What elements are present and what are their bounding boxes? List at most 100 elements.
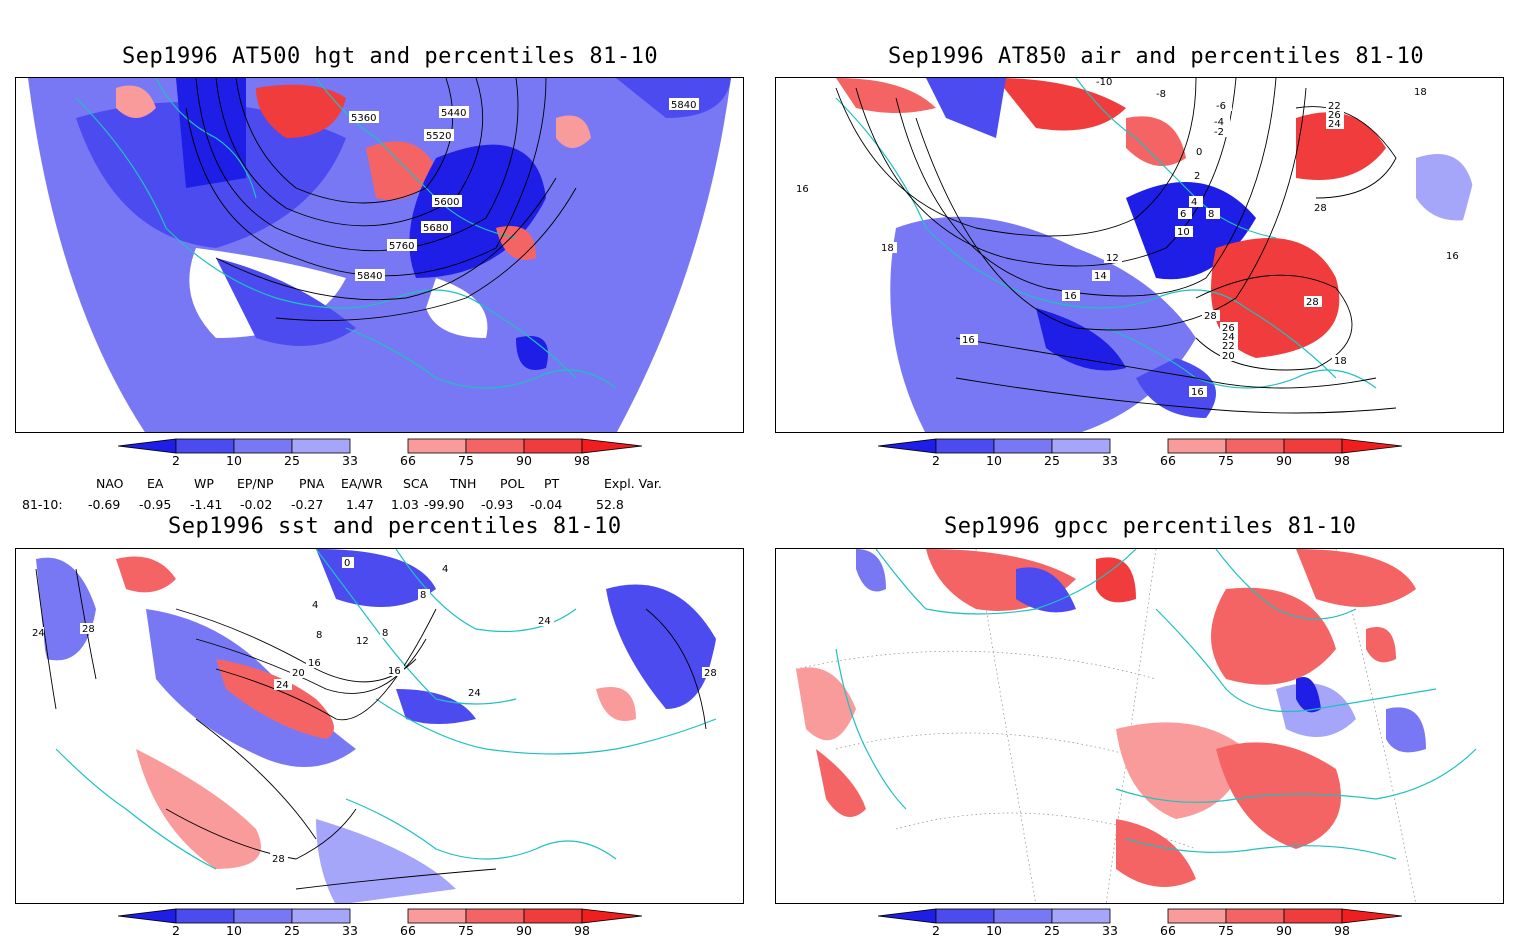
tele-value: 1.47 (346, 497, 374, 512)
svg-text:14: 14 (1094, 271, 1107, 282)
percentile-shading (26, 78, 731, 432)
tele-header: TNH (450, 476, 477, 491)
svg-text:24: 24 (1222, 332, 1235, 343)
colorbar-label: 25 (284, 453, 300, 468)
svg-text:8: 8 (420, 590, 426, 601)
tele-value: -0.69 (88, 497, 121, 512)
svg-text:24: 24 (468, 688, 481, 699)
svg-text:16: 16 (1064, 291, 1077, 302)
colorbar-label: 66 (400, 453, 416, 468)
svg-text:26: 26 (1328, 110, 1341, 121)
svg-text:22: 22 (1222, 341, 1235, 352)
svg-text:24: 24 (276, 680, 289, 691)
contours (835, 78, 1397, 414)
svg-text:24: 24 (538, 616, 551, 627)
map-panel-gpcc (775, 548, 1504, 904)
colorbar-label: 25 (284, 923, 300, 938)
graticule (795, 549, 1416, 903)
svg-text:8: 8 (1208, 209, 1214, 220)
tele-header: EA/WR (341, 476, 383, 491)
colorbar-label: 98 (1334, 923, 1350, 938)
outside-map-mask (16, 78, 743, 432)
colorbar-label: 33 (1102, 923, 1118, 938)
colorbar-label: 75 (1218, 453, 1234, 468)
colorbar-label: 2 (932, 453, 940, 468)
svg-text:10: 10 (1177, 227, 1190, 238)
svg-text:22: 22 (1328, 101, 1341, 112)
tele-value: -1.41 (190, 497, 223, 512)
svg-text:5440: 5440 (441, 108, 466, 119)
colorbar-swatches (878, 438, 1403, 454)
contour-labels: 5360 5440 5520 5600 5680 5760 5840 5840 (349, 98, 699, 282)
tele-value: 52.8 (596, 497, 624, 512)
colorbar-label: 66 (1160, 453, 1176, 468)
colorbar-air: 2 10 25 33 66 75 90 98 (878, 438, 1418, 472)
tele-header: EP/NP (237, 476, 274, 491)
tele-value: -0.04 (530, 497, 563, 512)
svg-text:5760: 5760 (389, 241, 414, 252)
tele-header: EA (147, 476, 164, 491)
svg-text:28: 28 (1306, 297, 1319, 308)
colorbar-swatches (118, 438, 643, 454)
svg-text:24: 24 (32, 628, 45, 639)
percentile-shading (26, 549, 731, 903)
svg-text:16: 16 (962, 335, 975, 346)
svg-text:18: 18 (881, 243, 894, 254)
svg-text:-2: -2 (1214, 127, 1224, 138)
svg-text:28: 28 (1204, 311, 1217, 322)
colorbar-label: 10 (226, 453, 242, 468)
svg-text:12: 12 (356, 636, 369, 647)
svg-text:20: 20 (292, 668, 305, 679)
colorbar-label: 2 (932, 923, 940, 938)
colorbar-label: 66 (1160, 923, 1176, 938)
svg-text:8: 8 (316, 630, 322, 641)
colorbar-label: 75 (1218, 923, 1234, 938)
tele-header: WP (194, 476, 214, 491)
tele-header: NAO (96, 476, 124, 491)
contour-labels: -10 -8 -6 -4 -2 0 2 4 6 8 10 12 14 16 16… (794, 78, 1462, 398)
colorbar-label: 66 (400, 923, 416, 938)
tele-value: -0.02 (240, 497, 273, 512)
svg-text:4: 4 (1191, 197, 1197, 208)
colorbar-label: 33 (1102, 453, 1118, 468)
tele-header: POL (500, 476, 525, 491)
map-panel-sst: 24 28 4 8 8 12 16 16 20 24 24 24 28 28 0… (15, 548, 744, 904)
map-sst: 24 28 4 8 8 12 16 16 20 24 24 24 28 28 0… (16, 549, 743, 903)
svg-text:4: 4 (312, 600, 318, 611)
svg-text:5600: 5600 (434, 197, 459, 208)
tele-value: 1.03 (391, 497, 419, 512)
colorbar-swatches (118, 908, 643, 924)
svg-text:-4: -4 (1214, 117, 1224, 128)
svg-text:16: 16 (796, 184, 809, 195)
colorbar-label: 2 (172, 453, 180, 468)
coastlines (75, 78, 617, 389)
svg-text:-6: -6 (1216, 101, 1226, 112)
percentile-shading (796, 549, 1426, 887)
map-hgt: 5360 5440 5520 5600 5680 5760 5840 5840 (16, 78, 743, 432)
svg-text:5840: 5840 (671, 100, 696, 111)
svg-text:28: 28 (272, 854, 285, 865)
colorbar-label: 90 (1276, 923, 1292, 938)
svg-text:16: 16 (1191, 387, 1204, 398)
svg-text:5840: 5840 (357, 271, 382, 282)
colorbar-label: 75 (458, 923, 474, 938)
panel-title-hgt: Sep1996 AT500 hgt and percentiles 81-10 (122, 44, 659, 69)
colorbar-label: 2 (172, 923, 180, 938)
svg-text:28: 28 (704, 668, 717, 679)
colorbar-label: 90 (516, 453, 532, 468)
colorbar-label: 75 (458, 453, 474, 468)
panel-title-sst: Sep1996 sst and percentiles 81-10 (168, 514, 622, 539)
tele-row-label: 81-10: (22, 497, 63, 512)
colorbar-label: 98 (1334, 453, 1350, 468)
panel-title-gpcc: Sep1996 gpcc percentiles 81-10 (944, 514, 1357, 539)
svg-text:24: 24 (1328, 119, 1341, 130)
svg-text:0: 0 (1196, 147, 1202, 158)
colorbar-swatches (878, 908, 1403, 924)
svg-text:16: 16 (1446, 251, 1459, 262)
svg-text:5680: 5680 (423, 223, 448, 234)
svg-text:28: 28 (82, 624, 95, 635)
svg-text:28: 28 (1314, 203, 1327, 214)
map-gpcc (795, 549, 1477, 903)
colorbar-label: 33 (342, 923, 358, 938)
tele-value: -0.27 (291, 497, 324, 512)
